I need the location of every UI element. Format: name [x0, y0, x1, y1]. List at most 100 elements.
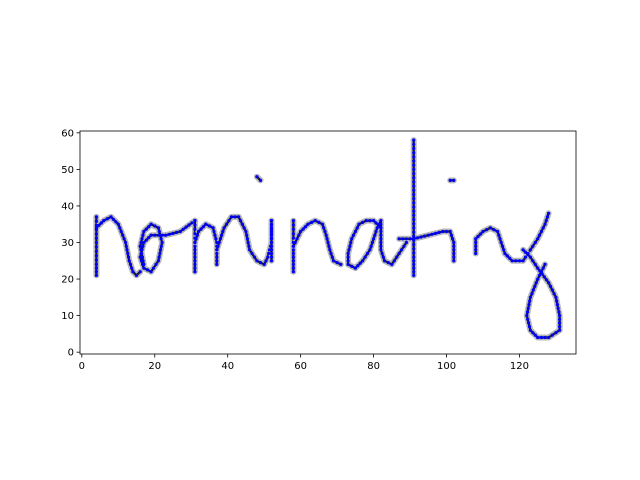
data-point: [142, 240, 146, 245]
data-point: [528, 255, 533, 259]
data-point: [196, 229, 201, 234]
data-point: [412, 184, 416, 188]
data-point: [415, 236, 419, 240]
data-point: [105, 217, 109, 221]
data-point: [144, 238, 148, 242]
data-point: [142, 229, 146, 234]
data-point: [237, 215, 241, 219]
data-point: [412, 188, 416, 192]
data-point: [530, 292, 534, 296]
data-point: [94, 270, 98, 274]
data-point: [94, 236, 98, 240]
data-point: [555, 299, 559, 303]
x-tick-label: 60: [294, 361, 307, 372]
data-point: [355, 226, 359, 230]
data-point: [124, 240, 128, 245]
data-point: [258, 178, 263, 182]
data-point: [94, 245, 98, 249]
data-point: [94, 215, 98, 219]
data-point: [269, 232, 274, 236]
data-point: [379, 244, 383, 248]
data-point: [139, 240, 143, 245]
data-point: [138, 270, 142, 274]
data-point: [357, 222, 361, 226]
data-point: [229, 215, 233, 219]
data-point: [339, 262, 343, 266]
data-point: [149, 222, 153, 226]
data-point: [523, 250, 528, 254]
data-point: [533, 262, 537, 266]
data-point: [331, 259, 336, 263]
data-point: [258, 261, 263, 265]
data-point: [412, 146, 416, 151]
data-point: [544, 278, 549, 282]
data-point: [379, 219, 383, 223]
data-point: [313, 219, 317, 223]
data-point: [250, 251, 254, 256]
data-point: [184, 225, 188, 229]
data-point: [412, 247, 416, 251]
data-point: [412, 167, 416, 171]
data-point: [207, 224, 212, 228]
data-point: [149, 233, 153, 237]
data-point: [141, 244, 145, 248]
data-point: [216, 244, 220, 248]
data-point: [233, 215, 237, 219]
data-point: [159, 248, 163, 252]
data-point: [412, 217, 416, 222]
data-point: [558, 317, 562, 321]
data-point: [193, 255, 197, 259]
data-point: [255, 175, 259, 179]
data-point: [423, 234, 427, 238]
data-point: [299, 229, 303, 234]
data-point: [531, 331, 535, 335]
data-point: [140, 255, 144, 259]
data-point: [201, 225, 205, 229]
data-point: [211, 226, 215, 230]
x-axis: 0 20 40 60 80 100 120: [79, 354, 529, 372]
data-point: [412, 230, 416, 234]
data-point: [526, 306, 530, 310]
data-point: [244, 229, 248, 234]
data-point: [412, 222, 416, 226]
data-point: [327, 244, 331, 248]
data-point: [353, 266, 357, 270]
data-point: [548, 284, 553, 288]
data-point: [138, 244, 142, 248]
data-point: [557, 310, 561, 314]
data-point: [539, 270, 544, 274]
data-point: [193, 251, 197, 256]
data-point: [555, 303, 560, 307]
data-point: [412, 270, 416, 274]
data-point: [412, 197, 416, 201]
data-point: [194, 237, 198, 241]
data-point: [242, 226, 246, 230]
data-point: [412, 138, 416, 142]
data-point: [328, 248, 332, 252]
data-point: [430, 232, 434, 236]
data-point: [485, 228, 489, 232]
data-point: [521, 259, 525, 263]
data-point: [246, 240, 250, 245]
data-point: [323, 229, 327, 234]
data-point: [452, 251, 456, 256]
data-point: [212, 229, 216, 234]
data-point: [291, 223, 295, 227]
data-point: [474, 248, 478, 252]
data-point: [320, 222, 325, 226]
data-point: [536, 335, 540, 340]
data-point: [111, 217, 115, 221]
data-point: [498, 237, 502, 241]
data-point: [204, 222, 208, 226]
data-point: [452, 244, 456, 248]
x-tick-label: 80: [367, 361, 380, 372]
data-point: [94, 266, 98, 270]
data-point: [381, 255, 385, 259]
data-point: [525, 314, 529, 318]
data-point: [510, 259, 514, 263]
data-point: [372, 219, 376, 223]
y-tick-label: 20: [61, 275, 74, 286]
data-point: [142, 266, 146, 270]
data-point: [94, 262, 98, 266]
